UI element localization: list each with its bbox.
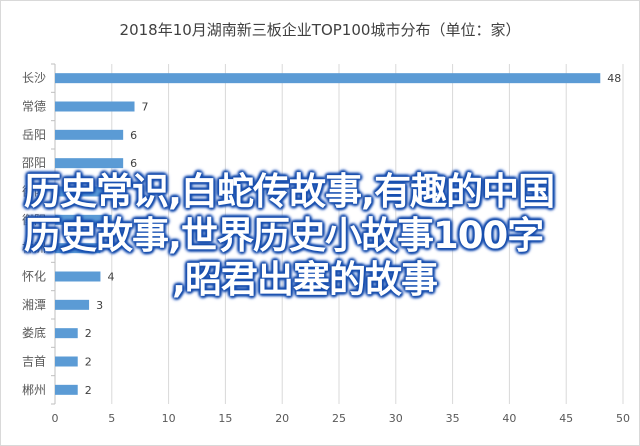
bar	[55, 328, 78, 339]
data-label: 48	[607, 72, 621, 85]
category-label: 邵阳	[22, 156, 46, 170]
overlay-line-2: 历史故事,世界历史小故事100字	[24, 214, 544, 257]
category-label: 岳阳	[22, 128, 46, 142]
bar	[55, 129, 124, 140]
category-label: 长沙	[22, 71, 46, 85]
category-label: 娄底	[22, 325, 46, 340]
data-label: 4	[107, 242, 114, 255]
x-tick-label: 45	[559, 412, 573, 425]
x-tick-label: 50	[616, 412, 630, 425]
category-label: 湘潭	[22, 297, 46, 312]
category-label: 株洲	[22, 240, 46, 255]
category-label: 衡阳	[22, 185, 46, 199]
bar	[55, 73, 601, 84]
x-tick-label: 5	[108, 412, 115, 425]
category-label: 吉首	[22, 355, 46, 369]
overlay-line-1: 历史常识,白蛇传故事,有趣的中国	[24, 170, 555, 213]
data-label: 2	[85, 327, 92, 340]
bar	[55, 243, 101, 254]
data-label: 4	[107, 271, 114, 284]
data-label: 2	[85, 356, 92, 369]
bar	[55, 101, 135, 112]
data-label: 2	[85, 384, 92, 397]
bar	[55, 158, 124, 169]
bar	[55, 186, 112, 197]
x-tick-label: 30	[389, 412, 403, 425]
data-label: 6	[130, 157, 137, 170]
overlay-caption: 历史常识,白蛇传故事,有趣的中国 历史故事,世界历史小故事100字 ,昭君出塞的…	[24, 170, 584, 302]
category-label: 衡阳	[22, 213, 46, 227]
bar	[55, 271, 101, 282]
bar	[55, 299, 90, 310]
x-tick-label: 15	[218, 412, 232, 425]
category-label: 常德	[22, 99, 46, 114]
data-label: 3	[96, 299, 103, 312]
x-tick-label: 40	[502, 412, 516, 425]
bar	[55, 356, 78, 367]
x-tick-label: 20	[275, 412, 289, 425]
data-label: 7	[142, 101, 149, 114]
overlay-line-3: ,昭君出塞的故事	[172, 258, 438, 301]
x-tick-label: 35	[446, 412, 460, 425]
x-tick-label: 10	[162, 412, 176, 425]
category-label: 怀化	[22, 270, 46, 284]
bar	[55, 384, 78, 395]
chart-title: 2018年10月湖南新三板企业TOP100城市分布（单位：家）	[119, 21, 521, 39]
bar	[55, 214, 112, 225]
data-label: 6	[130, 129, 137, 142]
x-tick-label: 25	[332, 412, 346, 425]
x-tick-label: 0	[52, 412, 59, 425]
category-label: 郴州	[22, 383, 46, 397]
